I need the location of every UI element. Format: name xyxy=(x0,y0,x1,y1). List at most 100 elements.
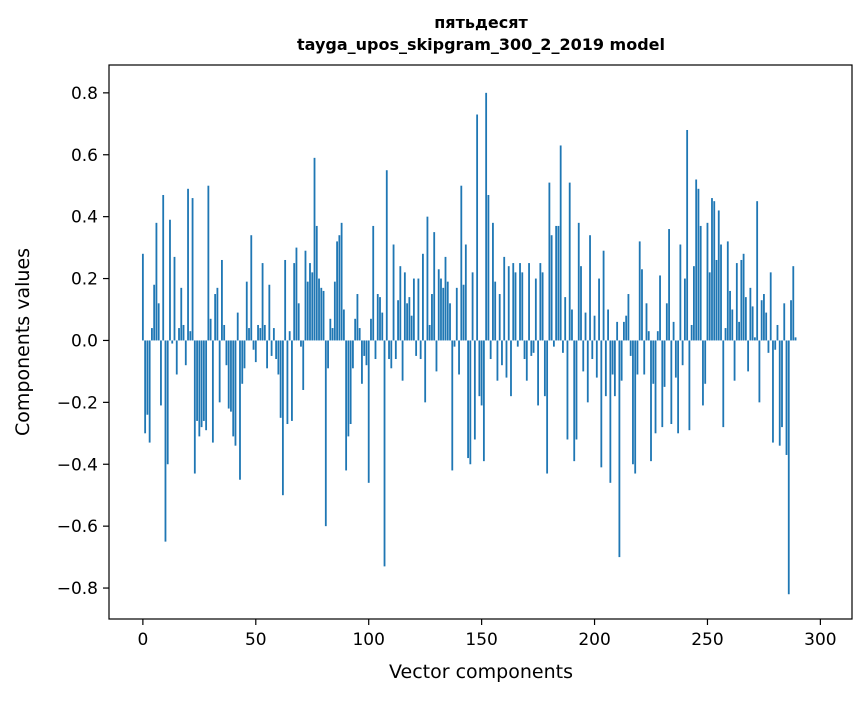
bar xyxy=(218,340,221,403)
bar xyxy=(155,222,158,341)
bar xyxy=(724,328,727,341)
bar xyxy=(381,312,384,341)
bar xyxy=(562,340,564,353)
bar xyxy=(223,324,226,341)
bar xyxy=(187,188,189,341)
y-tick-label: −0.4 xyxy=(57,455,98,475)
bar xyxy=(473,340,476,440)
x-tick-label: 50 xyxy=(245,630,267,650)
bar xyxy=(205,340,208,431)
bar xyxy=(286,340,289,425)
bar xyxy=(512,263,515,341)
bar xyxy=(230,340,232,412)
bar xyxy=(645,303,648,341)
bar xyxy=(537,340,539,406)
bar xyxy=(510,340,512,397)
bar xyxy=(568,182,571,341)
bar xyxy=(543,340,546,397)
bar xyxy=(681,340,684,366)
bar xyxy=(674,340,677,378)
bar xyxy=(376,294,379,341)
bar xyxy=(248,328,250,341)
bar xyxy=(349,340,352,425)
bar xyxy=(613,340,616,397)
bar xyxy=(352,340,354,369)
bar xyxy=(781,340,783,428)
bar xyxy=(516,340,519,347)
bar xyxy=(699,225,702,341)
bar xyxy=(521,272,524,341)
bar xyxy=(760,300,763,341)
bar xyxy=(584,312,587,341)
bar xyxy=(422,253,424,341)
bar xyxy=(288,331,291,341)
bar xyxy=(751,306,754,341)
bar xyxy=(394,340,397,360)
y-tick-label: 0.4 xyxy=(71,208,98,228)
bar xyxy=(625,315,628,341)
bar xyxy=(297,303,300,341)
bar xyxy=(464,244,467,341)
bar xyxy=(306,281,309,341)
bar xyxy=(333,281,336,341)
bar xyxy=(435,340,438,372)
bar xyxy=(665,303,668,341)
bar xyxy=(358,328,361,341)
bar xyxy=(530,340,533,356)
bar xyxy=(693,266,695,341)
bar xyxy=(207,185,210,341)
bar xyxy=(449,303,451,341)
bar xyxy=(589,235,591,341)
bar xyxy=(790,300,792,341)
bar xyxy=(410,315,413,341)
bar xyxy=(769,272,772,341)
bar xyxy=(478,340,481,397)
bar xyxy=(729,290,731,341)
bar xyxy=(559,145,562,341)
x-tick-label: 300 xyxy=(804,630,836,650)
bar xyxy=(356,294,359,341)
bar xyxy=(363,340,366,356)
bar xyxy=(541,272,544,341)
bar xyxy=(582,340,585,372)
bar xyxy=(374,340,377,360)
bar xyxy=(643,340,646,375)
bar xyxy=(270,340,273,356)
bar xyxy=(740,259,743,341)
bar xyxy=(528,263,530,341)
axis-ticks: 0 50 100 150 200 250 300 −0.8 −0.6 −0.4 −0.2 0.0 0.2… xyxy=(57,84,837,650)
bar xyxy=(383,340,386,567)
bar xyxy=(428,324,431,341)
bar xyxy=(591,340,594,360)
bar xyxy=(555,225,558,341)
bar xyxy=(336,241,338,341)
bar xyxy=(580,266,582,341)
bar xyxy=(482,340,485,462)
chart-subtitle: tayga_upos_skipgram_300_2_2019 model xyxy=(297,35,665,54)
bar xyxy=(331,328,334,341)
bar xyxy=(431,294,433,341)
bar xyxy=(772,340,774,443)
bar xyxy=(501,340,503,366)
bar xyxy=(345,340,348,471)
bar xyxy=(595,340,598,378)
bar xyxy=(372,225,375,341)
bar xyxy=(634,340,637,474)
bar xyxy=(670,340,673,425)
bar xyxy=(485,92,488,341)
bar xyxy=(654,340,657,434)
bars xyxy=(141,92,797,595)
bar xyxy=(469,340,472,465)
bar xyxy=(451,340,454,471)
bar xyxy=(415,340,418,356)
bar xyxy=(656,331,659,341)
bar xyxy=(426,216,429,341)
bar xyxy=(783,303,786,341)
chart-title: пятьдесят xyxy=(434,13,528,32)
bar xyxy=(623,321,625,341)
bar xyxy=(401,340,404,381)
bar xyxy=(632,340,634,465)
bar xyxy=(713,201,716,341)
